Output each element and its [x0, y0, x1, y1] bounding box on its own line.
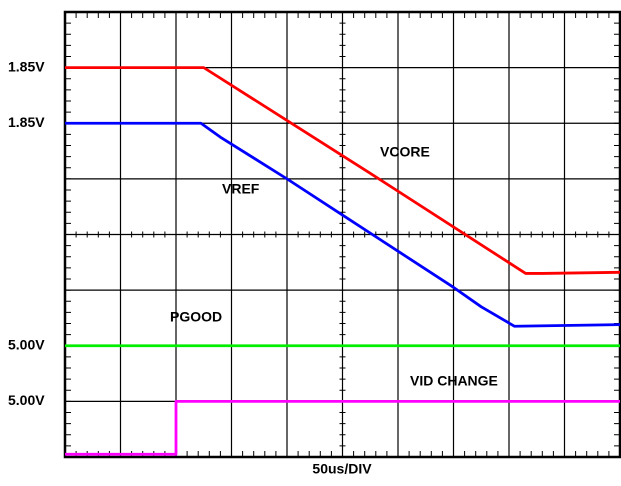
- trace: [65, 121, 621, 328]
- y-tick-label: 1.85V: [8, 58, 45, 74]
- plot-border: [63, 10, 621, 459]
- trace-label: VREF: [222, 181, 260, 197]
- x-axis-label: 50us/DIV: [312, 461, 372, 477]
- y-tick-label: 1.85V: [8, 114, 45, 130]
- trace: [65, 399, 620, 456]
- y-tick-label: 5.00V: [8, 336, 45, 352]
- trace-label: PGOOD: [170, 309, 222, 325]
- y-tick-label: 5.00V: [8, 392, 45, 408]
- trace-label: VCORE: [380, 144, 430, 160]
- trace: [65, 66, 621, 275]
- trace-label: VID CHANGE: [410, 373, 498, 389]
